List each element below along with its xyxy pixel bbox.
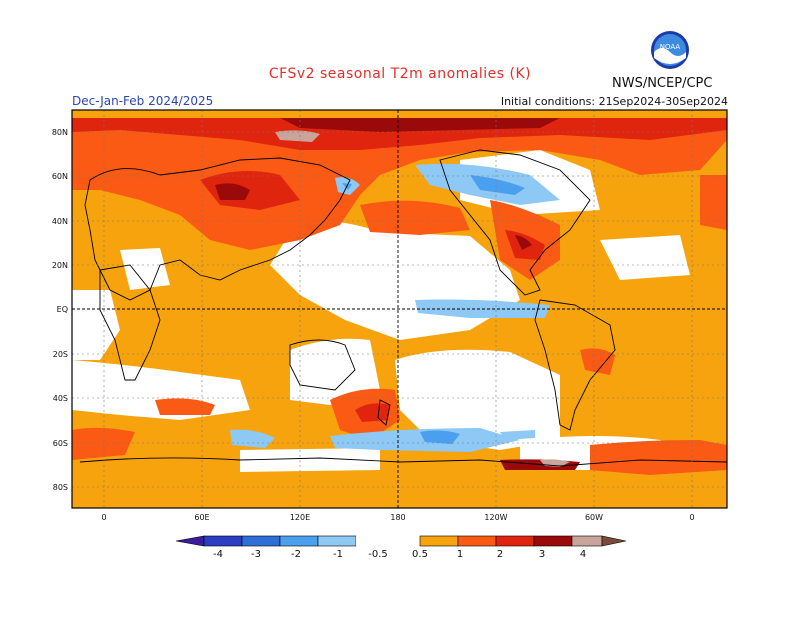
colorbar-label: -0.5 (368, 549, 388, 560)
map-frame (71, 109, 728, 509)
anomaly-neg-2-1 (342, 175, 525, 444)
org-label: NWS/NCEP/CPC (612, 76, 713, 91)
map-title: CFSv2 seasonal T2m anomalies (K) (268, 66, 532, 82)
lon-label: 60W (585, 513, 603, 522)
lat-label: 40S (53, 394, 68, 403)
colorbar-labels: -4 -3 -2 -1 -0.5 0.5 1 2 3 4 (213, 549, 586, 560)
lon-label: 120W (484, 513, 507, 522)
colorbar-segment (457, 535, 497, 547)
lat-label: 80S (53, 483, 68, 492)
colorbar-segment (533, 535, 573, 547)
lon-label: 180 (390, 513, 405, 522)
colorbar-label: -2 (291, 549, 301, 560)
noaa-logo-icon: NOAA (651, 31, 689, 69)
lon-label: 120E (290, 513, 310, 522)
map-area (71, 109, 728, 509)
colorbar-label: 4 (580, 549, 586, 560)
colorbar-arrow-left (175, 535, 205, 547)
colorbar-segment (419, 535, 459, 547)
colorbar-segment (241, 535, 281, 547)
anomaly-2-3 (72, 118, 727, 422)
initial-conditions-label: Initial conditions: 21Sep2024-30Sep2024 (500, 95, 728, 108)
colorbar (175, 535, 627, 547)
colorbar-segment (203, 535, 243, 547)
logo-text: NOAA (660, 43, 681, 51)
lon-axis: 0 60E 120E 180 120W 60W 0 (101, 513, 694, 522)
colorbar-segment (495, 535, 535, 547)
lon-label: 60E (194, 513, 209, 522)
graticule (72, 110, 727, 508)
lon-label: 0 (101, 513, 106, 522)
colorbar-label: 1 (457, 549, 463, 560)
colorbar-label: 3 (539, 549, 545, 560)
lat-axis: 80N 60N 40N 20N EQ 20S 40S 60S 80S (52, 128, 68, 492)
coastlines (79, 149, 728, 467)
colorbar-label: -1 (333, 549, 343, 560)
lat-label: 60N (52, 172, 68, 181)
season-label: Dec-Jan-Feb 2024/2025 (72, 94, 214, 108)
colorbar-segment (356, 536, 420, 546)
lat-label: 20N (52, 261, 68, 270)
colorbar-label: -3 (251, 549, 261, 560)
lat-label: 80N (52, 128, 68, 137)
colorbar-segment (571, 535, 603, 547)
colorbar-label: 2 (497, 549, 503, 560)
lat-label: 20S (53, 350, 68, 359)
colorbar-label: -4 (213, 549, 223, 560)
colorbar-arrow-right (601, 535, 627, 547)
colorbar-label: 0.5 (412, 549, 428, 560)
lon-label: 0 (689, 513, 694, 522)
lat-label: 40N (52, 217, 68, 226)
colorbar-segment (317, 535, 357, 547)
lat-label: 60S (53, 439, 68, 448)
colorbar-segment (279, 535, 319, 547)
lat-label: EQ (57, 305, 68, 314)
